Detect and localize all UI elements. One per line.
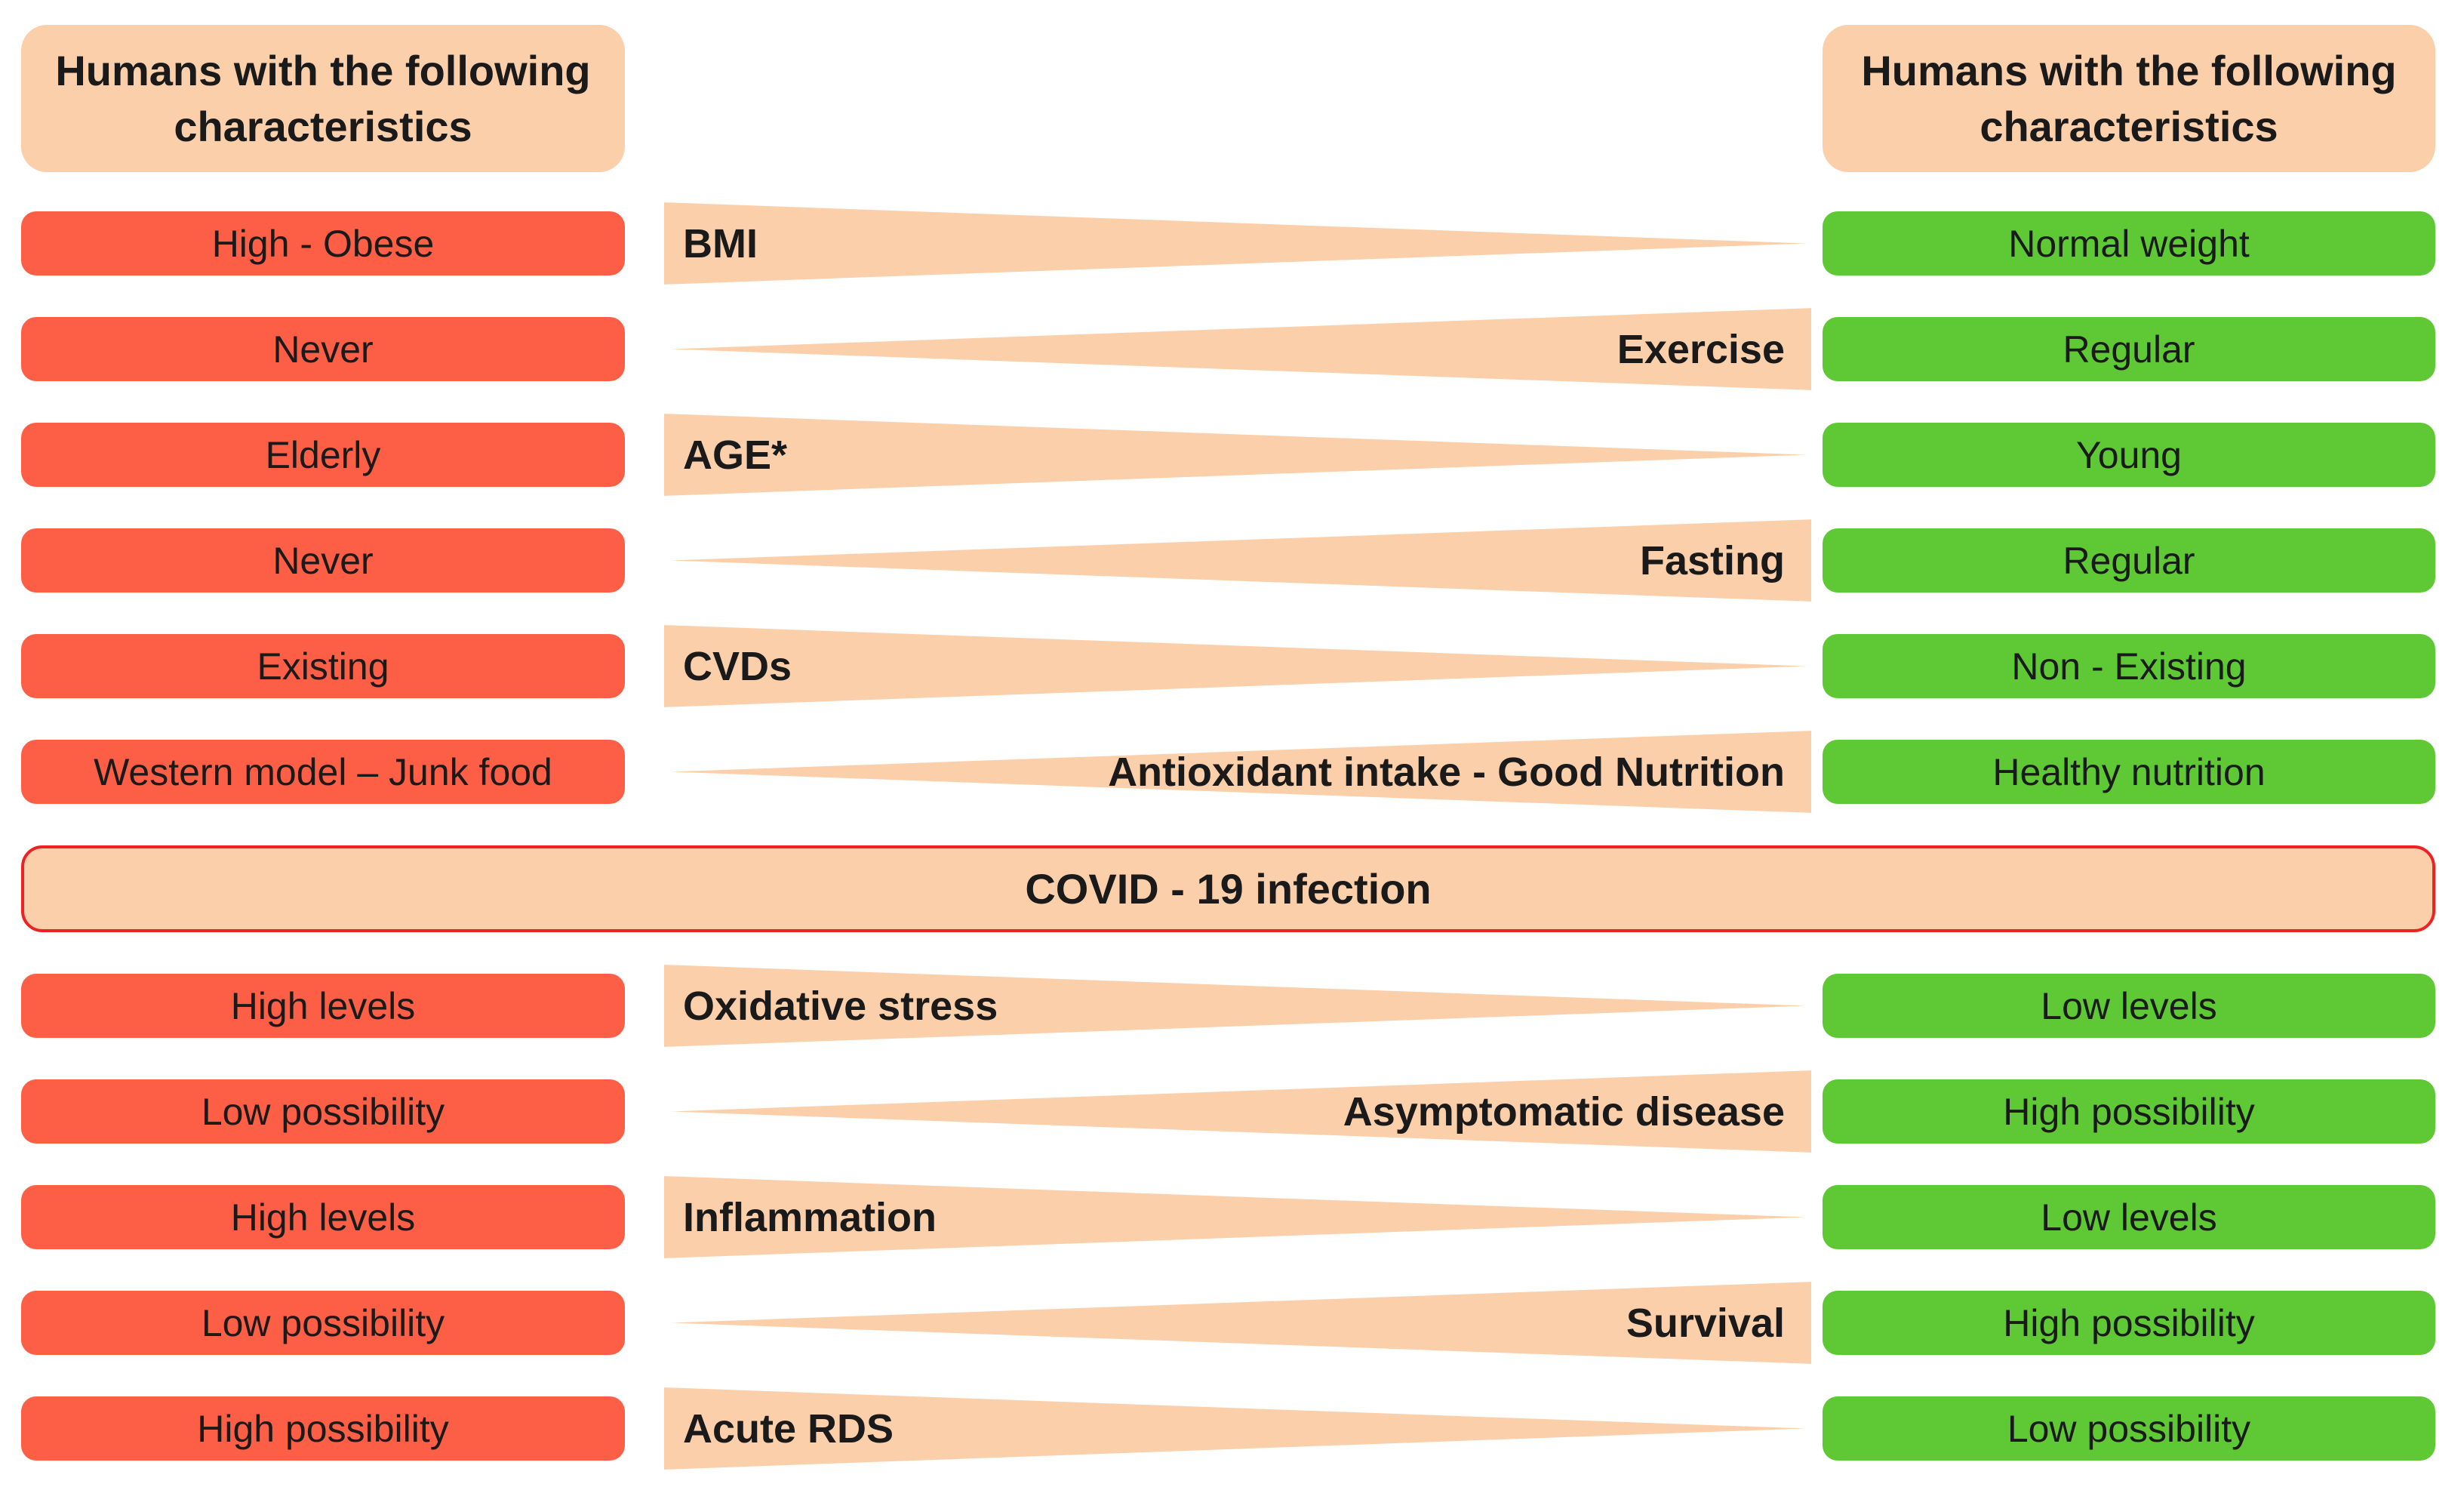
left-characteristic-box: Existing bbox=[21, 634, 625, 698]
factor-area: AGE* bbox=[664, 414, 1811, 496]
factor-row: Western model – Junk food Antioxidant in… bbox=[0, 731, 2464, 813]
factor-row: High levels Inflammation Low levels bbox=[0, 1176, 2464, 1258]
factor-label: Exercise bbox=[1617, 326, 1785, 372]
factor-label: BMI bbox=[683, 220, 758, 266]
gradient-triangle-wide-left bbox=[664, 1176, 1806, 1258]
factor-row: High levels Oxidative stress Low levels bbox=[0, 965, 2464, 1047]
factor-label: Antioxidant intake - Good Nutrition bbox=[1108, 749, 1785, 795]
left-characteristic-box: High possibility bbox=[21, 1396, 625, 1461]
right-characteristic-box: Normal weight bbox=[1823, 211, 2435, 276]
right-characteristic-box: Non - Existing bbox=[1823, 634, 2435, 698]
factor-area: BMI bbox=[664, 202, 1811, 285]
factor-row: Low possibility Asymptomatic disease Hig… bbox=[0, 1070, 2464, 1153]
right-characteristic-box: Healthy nutrition bbox=[1823, 740, 2435, 804]
factor-label: AGE* bbox=[683, 432, 788, 478]
gradient-triangle-wide-left bbox=[664, 1387, 1806, 1470]
gradient-triangle-wide-right bbox=[669, 1070, 1811, 1153]
factor-row: Never Exercise Regular bbox=[0, 308, 2464, 390]
factor-row: High possibility Acute RDS Low possibili… bbox=[0, 1387, 2464, 1470]
left-column-header: Humans with the following characteristic… bbox=[21, 25, 625, 172]
gradient-triangle-wide-right bbox=[669, 308, 1811, 390]
factor-label: Oxidative stress bbox=[683, 983, 998, 1029]
right-characteristic-box: Low levels bbox=[1823, 974, 2435, 1038]
left-characteristic-box: Never bbox=[21, 317, 625, 381]
factor-label: Acute RDS bbox=[683, 1405, 894, 1452]
left-characteristic-box: High levels bbox=[21, 974, 625, 1038]
factor-area: Asymptomatic disease bbox=[664, 1070, 1811, 1153]
factor-label: CVDs bbox=[683, 643, 792, 689]
gradient-triangle-wide-left bbox=[664, 625, 1806, 707]
factor-area: Oxidative stress bbox=[664, 965, 1811, 1047]
factor-area: Exercise bbox=[664, 308, 1811, 390]
gradient-triangle-wide-left bbox=[664, 965, 1806, 1047]
left-characteristic-box: Western model – Junk food bbox=[21, 740, 625, 804]
gradient-triangle-wide-left bbox=[664, 202, 1806, 285]
factor-row: Never Fasting Regular bbox=[0, 519, 2464, 602]
factor-label: Asymptomatic disease bbox=[1343, 1088, 1785, 1134]
right-characteristic-box: Regular bbox=[1823, 528, 2435, 593]
factor-row: Elderly AGE* Young bbox=[0, 414, 2464, 496]
left-characteristic-box: Low possibility bbox=[21, 1079, 625, 1144]
gradient-triangle-wide-right bbox=[669, 519, 1811, 602]
factor-area: CVDs bbox=[664, 625, 1811, 707]
factor-area: Antioxidant intake - Good Nutrition bbox=[664, 731, 1811, 813]
right-characteristic-box: Low levels bbox=[1823, 1185, 2435, 1249]
right-characteristic-box: High possibility bbox=[1823, 1291, 2435, 1355]
right-characteristic-box: Low possibility bbox=[1823, 1396, 2435, 1461]
right-characteristic-box: Young bbox=[1823, 423, 2435, 487]
factor-row: Low possibility Survival High possibilit… bbox=[0, 1282, 2464, 1364]
left-characteristic-box: Never bbox=[21, 528, 625, 593]
factor-area: Fasting bbox=[664, 519, 1811, 602]
left-characteristic-box: High - Obese bbox=[21, 211, 625, 276]
covid-infection-banner: COVID - 19 infection bbox=[21, 845, 2435, 932]
gradient-triangle-wide-right bbox=[669, 1282, 1811, 1364]
right-characteristic-box: High possibility bbox=[1823, 1079, 2435, 1144]
right-column-header: Humans with the following characteristic… bbox=[1823, 25, 2435, 172]
factor-area: Inflammation bbox=[664, 1176, 1811, 1258]
left-characteristic-box: Low possibility bbox=[21, 1291, 625, 1355]
right-characteristic-box: Regular bbox=[1823, 317, 2435, 381]
factor-row: High - Obese BMI Normal weight bbox=[0, 202, 2464, 285]
left-characteristic-box: High levels bbox=[21, 1185, 625, 1249]
gradient-triangle-wide-right bbox=[669, 731, 1811, 813]
factor-area: Survival bbox=[664, 1282, 1811, 1364]
factor-row: Existing CVDs Non - Existing bbox=[0, 625, 2464, 707]
factor-area: Acute RDS bbox=[664, 1387, 1811, 1470]
factor-label: Inflammation bbox=[683, 1194, 937, 1240]
factor-label: Fasting bbox=[1639, 537, 1785, 583]
gradient-triangle-wide-left bbox=[664, 414, 1806, 496]
left-characteristic-box: Elderly bbox=[21, 423, 625, 487]
factor-label: Survival bbox=[1626, 1300, 1785, 1346]
